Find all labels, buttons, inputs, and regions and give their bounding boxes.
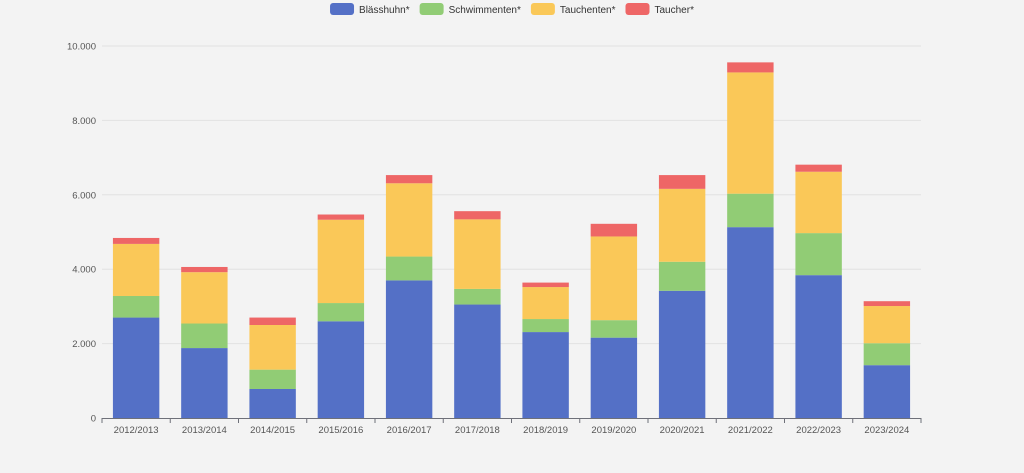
bar-segment[interactable]: [385, 175, 433, 184]
bar-segment[interactable]: [249, 317, 296, 325]
bar-segment[interactable]: [454, 304, 501, 418]
legend-item[interactable]: Blässhuhn*: [330, 3, 410, 16]
bar-segment[interactable]: [317, 321, 365, 418]
bar-segment[interactable]: [112, 317, 160, 418]
bar-segment[interactable]: [863, 306, 911, 344]
bar-segment[interactable]: [727, 193, 774, 228]
bar-segment[interactable]: [385, 183, 433, 257]
x-tick-label: 2021/2022: [728, 425, 773, 436]
bar-segment[interactable]: [181, 348, 228, 418]
legend-label: Tauchenten*: [560, 5, 616, 16]
bar-segment[interactable]: [317, 219, 365, 304]
legend-item[interactable]: Tauchenten*: [530, 3, 616, 16]
bar-segment[interactable]: [727, 62, 774, 73]
y-axis: 0 2.000 4.000 6.000 8.000 10.000: [67, 42, 96, 425]
bar-segment[interactable]: [795, 164, 842, 172]
bar-segment[interactable]: [590, 320, 638, 338]
bar-segment[interactable]: [863, 301, 911, 307]
legend-swatch: [625, 3, 650, 15]
x-tick-label: 2023/2024: [864, 425, 909, 436]
bar-segment[interactable]: [181, 266, 228, 273]
bar-segment[interactable]: [522, 287, 569, 320]
bar-segment[interactable]: [317, 303, 365, 322]
legend: Blässhuhn* Schwimmenten* Tauchenten* Tauche…: [330, 3, 694, 16]
x-tick-label: 2018/2019: [523, 425, 568, 436]
x-tick-label: 2019/2020: [591, 425, 636, 436]
bar-segment[interactable]: [795, 171, 842, 234]
y-tick-label: 6.000: [72, 190, 96, 201]
bar-segment[interactable]: [590, 337, 638, 418]
legend-swatch: [419, 3, 444, 15]
x-tick-label: 2015/2016: [318, 425, 363, 436]
bar-segment[interactable]: [590, 223, 638, 237]
bar-segment[interactable]: [658, 261, 706, 291]
bar-segment[interactable]: [112, 243, 160, 296]
y-tick-label: 8.000: [72, 116, 96, 127]
y-tick-label: 4.000: [72, 265, 96, 276]
bar-segment[interactable]: [590, 236, 638, 321]
bar-segment[interactable]: [522, 319, 569, 333]
x-tick-label: 2013/2014: [182, 425, 227, 436]
x-tick-label: 2022/2023: [796, 425, 841, 436]
bar-segment[interactable]: [181, 272, 228, 324]
y-tick-label: 10.000: [67, 42, 96, 53]
bar-segment[interactable]: [658, 175, 706, 189]
bar-segment[interactable]: [863, 365, 911, 418]
bar-segment[interactable]: [249, 325, 296, 370]
x-tick-label: 2016/2017: [387, 425, 432, 436]
y-tick-label: 2.000: [72, 339, 96, 350]
bar-segment[interactable]: [863, 343, 911, 366]
bar-segment[interactable]: [249, 388, 296, 418]
bar-segment[interactable]: [658, 188, 706, 262]
bar-segment[interactable]: [522, 282, 569, 288]
bar-segment[interactable]: [522, 332, 569, 418]
bar-segment[interactable]: [249, 369, 296, 389]
legend-item[interactable]: Schwimmenten*: [419, 3, 521, 16]
x-tick-label: 2012/2013: [114, 425, 159, 436]
bar-segment[interactable]: [112, 237, 160, 244]
bars: [112, 62, 911, 418]
bar-segment[interactable]: [795, 233, 842, 276]
bar-segment[interactable]: [454, 288, 501, 305]
bar-segment[interactable]: [385, 280, 433, 418]
bar-segment[interactable]: [727, 72, 774, 194]
grid-lines: [102, 45, 921, 345]
y-tick-label: 0: [91, 414, 96, 425]
bar-segment[interactable]: [727, 227, 774, 418]
x-tick-label: 2020/2021: [660, 425, 705, 436]
x-axis: 2012/2013 2013/2014 2014/2015 2015/2016 2016…: [101, 418, 922, 436]
bar-segment[interactable]: [112, 295, 160, 318]
legend-label: Blässhuhn*: [359, 5, 410, 16]
legend-label: Schwimmenten*: [449, 5, 521, 16]
legend-swatch: [330, 3, 355, 15]
bar-segment[interactable]: [454, 219, 501, 289]
bar-segment[interactable]: [658, 290, 706, 418]
bar-segment[interactable]: [454, 211, 501, 220]
x-tick-label: 2017/2018: [455, 425, 500, 436]
bar-segment[interactable]: [795, 275, 842, 418]
legend-swatch: [530, 3, 555, 15]
bar-segment[interactable]: [385, 256, 433, 281]
bar-segment[interactable]: [181, 323, 228, 349]
legend-item[interactable]: Taucher*: [625, 3, 695, 16]
bar-segment[interactable]: [317, 214, 365, 220]
legend-label: Taucher*: [655, 5, 695, 16]
x-tick-label: 2014/2015: [250, 425, 295, 436]
